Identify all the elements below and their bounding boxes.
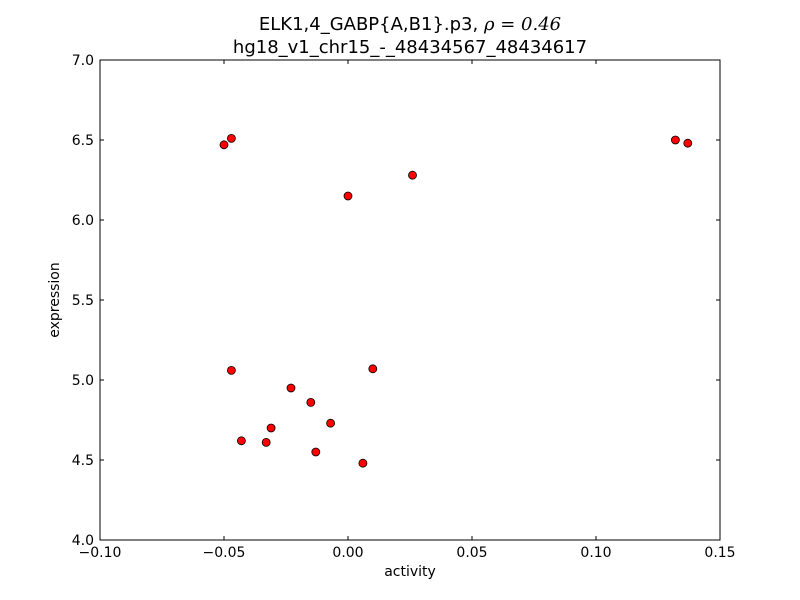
scatter-point [408,170,417,180]
scatter-point [261,437,271,447]
x-tick-label: 0.15 [704,545,735,561]
x-tick-label: 0.00 [332,545,363,561]
scatter-point [671,135,680,145]
scatter-point [226,365,236,375]
chart-title-line2: hg18_v1_chr15_-_48434567_48434617 [233,37,587,58]
x-tick-label: 0.05 [456,545,487,561]
y-tick-label: 7.0 [72,53,94,69]
x-axis-label: activity [384,564,436,580]
chart-title-text: ELK1,4_GABP{A,B1}.p3, [259,14,484,35]
plot-frame [99,59,721,541]
scatter-point [226,133,236,143]
y-axis-label: expression [47,262,63,338]
scatter-point [266,423,276,433]
scatter-point [219,140,229,150]
scatter-point [286,383,296,393]
scatter-point [358,458,368,468]
scatter-point [683,138,693,148]
y-tick-label: 4.0 [72,533,94,549]
chart-title-rho: ρ = 0.46 [483,14,561,35]
y-tick-label: 5.5 [72,293,94,309]
y-tick-label: 6.5 [72,133,94,149]
scatter-point [368,364,378,374]
y-tick-label: 5.0 [72,373,94,389]
x-tick-label: −0.05 [203,545,246,561]
y-tick-label: 4.5 [72,453,94,469]
scatter-point [343,191,353,201]
data-points [219,133,693,468]
scatter-point [236,436,246,446]
axis-tick-labels: −0.10 −0.05 0.00 0.05 0.10 0.15 4.0 4.5 5.0 5.5 6.… [72,53,736,561]
scatter-point [306,397,316,407]
x-tick-label: 0.10 [580,545,611,561]
scatter-point [311,447,321,457]
y-tick-label: 6.0 [72,213,94,229]
scatter-point [326,418,336,428]
chart-title-line1: ELK1,4_GABP{A,B1}.p3, ρ = 0.46 [259,14,561,35]
plot-area [100,60,720,540]
x-tick-label: −0.10 [79,545,122,561]
